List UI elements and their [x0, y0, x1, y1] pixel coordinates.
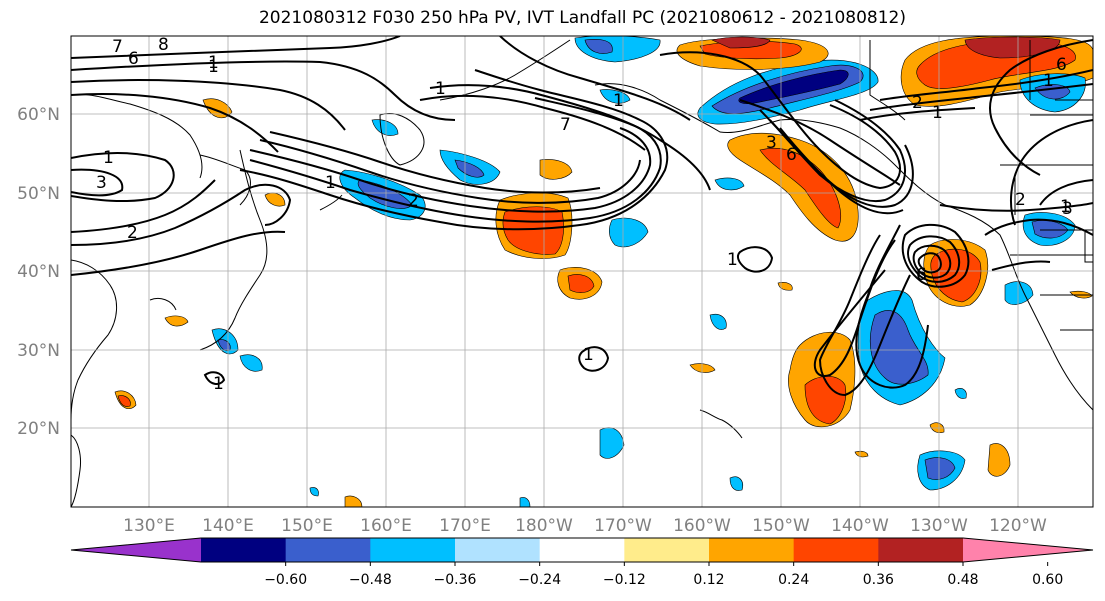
contour-label: 1: [208, 57, 219, 77]
colorbar-swatch: [285, 538, 371, 562]
colorbar-tick-label: −0.24: [518, 572, 561, 588]
colorbar-swatch: [370, 538, 456, 562]
contour-label: 3: [96, 173, 107, 193]
lon-tick-label: 160°E: [360, 516, 412, 536]
lon-tick-label: 150°E: [281, 516, 333, 536]
contour-labels: 7 8 6 1 3 2 1 1 2 7 1 3 6 2 1 6 1 2 1 3: [96, 35, 1073, 394]
colorbar-swatch: [709, 538, 795, 562]
contour-label: 2: [408, 191, 419, 211]
ivt-contours: [71, 36, 1093, 397]
contour-label: 3: [766, 133, 777, 153]
contour-label: 1: [932, 103, 943, 123]
contour-label: 1: [583, 345, 594, 365]
lon-tick-label: 180°W: [515, 516, 573, 536]
colorbar-outline: [70, 537, 1094, 563]
contour-label: 2: [912, 93, 923, 113]
lat-tick-label: 40°N: [17, 262, 60, 282]
contour-label: 8: [158, 35, 169, 55]
map-panel: 7 8 6 1 3 2 1 1 2 7 1 3 6 2 1 6 1 2 1 3: [70, 35, 1094, 508]
colorbar-extend-high: [963, 538, 1093, 562]
chart-title: 2021080312 F030 250 hPa PV, IVT Landfall…: [258, 8, 906, 28]
lon-tick-label: 150°W: [752, 516, 810, 536]
colorbar-tick-label: −0.12: [603, 572, 646, 588]
contour-label: 7: [560, 115, 571, 135]
contour-label: 2: [127, 223, 138, 243]
lat-tick-label: 30°N: [17, 341, 60, 361]
contour-label: 3: [1062, 199, 1073, 219]
contour-label: 1: [103, 148, 114, 168]
contour-label: 7: [112, 37, 123, 57]
colorbar-tick-label: 0.12: [693, 572, 724, 588]
contour-label: 1: [1060, 197, 1071, 217]
lat-axis: 60°N 50°N 40°N 30°N 20°N: [17, 105, 60, 439]
lon-tick-label: 130°W: [910, 516, 968, 536]
contour-label: 1: [213, 374, 224, 394]
colorbar-tick-label: 0.48: [947, 572, 978, 588]
lon-tick-label: 140°E: [202, 516, 254, 536]
lon-tick-label: 170°W: [594, 516, 652, 536]
gridlines: [71, 36, 1093, 507]
colorbar-tick-label: 0.24: [778, 572, 809, 588]
colorbar-tick-label: −0.60: [264, 572, 307, 588]
lon-tick-label: 120°W: [989, 516, 1047, 536]
colorbar-swatch: [878, 538, 964, 562]
lat-tick-label: 60°N: [17, 105, 60, 125]
lon-tick-label: 140°W: [831, 516, 889, 536]
colorbar-extend-low: [71, 538, 201, 562]
contour-label: 1: [613, 91, 624, 111]
lat-tick-label: 50°N: [17, 184, 60, 204]
contour-label: 2: [1015, 190, 1026, 210]
lon-tick-label: 170°E: [439, 516, 491, 536]
colorbar-tick-label: 0.36: [863, 572, 894, 588]
colorbar: −0.60 −0.48 −0.36 −0.24 −0.12 0.12 0.24 0.36 0.4…: [70, 537, 1094, 588]
shaded-pv-field: [114, 36, 1093, 507]
contour-label: 6: [916, 265, 927, 285]
contour-label: 1: [208, 53, 219, 73]
colorbar-swatch: [539, 538, 625, 562]
contour-label: 6: [128, 49, 139, 69]
colorbar-swatch: [455, 538, 541, 562]
contour-label: 1: [727, 250, 738, 270]
contour-label: 6: [786, 145, 797, 165]
colorbar-tick-label: −0.36: [434, 572, 477, 588]
lon-tick-label: 130°E: [123, 516, 175, 536]
contour-label: 1: [435, 79, 446, 99]
colorbar-swatch: [624, 538, 710, 562]
contour-label: 1: [325, 173, 336, 193]
colorbar-tick-label: 0.60: [1032, 572, 1063, 588]
lon-tick-label: 160°W: [673, 516, 731, 536]
coastlines: [71, 39, 1093, 507]
colorbar-swatch: [201, 538, 287, 562]
lon-axis: 130°E 140°E 150°E 160°E 170°E 180°W 170°…: [123, 516, 1047, 536]
lat-tick-label: 20°N: [17, 419, 60, 439]
contour-label: 6: [1056, 55, 1067, 75]
colorbar-swatch: [793, 538, 879, 562]
colorbar-tick-label: −0.48: [349, 572, 392, 588]
contour-label: 1: [1043, 71, 1054, 91]
